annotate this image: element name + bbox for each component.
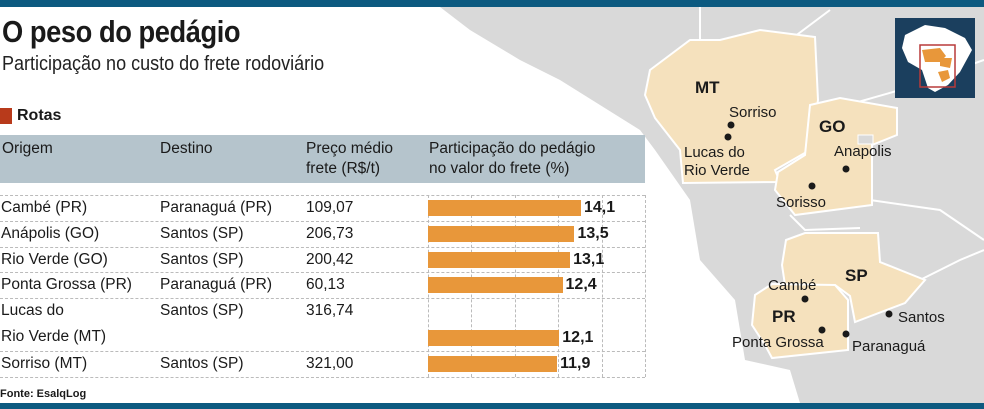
bar-value-label: 13,5 <box>577 225 609 242</box>
price-cell: 321,00 <box>306 355 354 372</box>
destination-cell: Santos (SP) <box>160 302 244 319</box>
bar-value-label: 14,1 <box>583 199 616 216</box>
city-sorriso: Sorriso <box>729 104 777 121</box>
section-marker-icon <box>0 108 12 124</box>
state-go <box>773 96 898 217</box>
table-row: Ponta Grossa (PR) Paranaguá (PR) 60,13 12,4 <box>0 273 645 299</box>
table-row: Anápolis (GO) Santos (SP) 206,73 13,5 <box>0 222 645 248</box>
destination-cell: Paranaguá (PR) <box>160 199 273 216</box>
state-pr <box>750 282 849 360</box>
subtitle: Participação no custo do frete rodoviári… <box>2 53 325 75</box>
bottom-rule <box>0 403 984 409</box>
table-row: Rio Verde (GO) Santos (SP) 200,42 13,1 <box>0 248 645 273</box>
state-label-mt: MT <box>695 78 720 97</box>
state-label-sp: SP <box>845 266 868 285</box>
price-cell: 316,74 <box>306 302 354 319</box>
source: Fonte: EsalqLog <box>0 388 87 400</box>
origin-cell: Lucas do Rio Verde (MT) <box>1 302 107 345</box>
origin-cell: Cambé (PR) <box>1 199 88 216</box>
origin-cell: Rio Verde (GO) <box>1 251 108 268</box>
table-row: Sorriso (MT) Santos (SP) 321,00 11,9 <box>0 352 645 378</box>
section-heading: Rotas <box>0 107 61 125</box>
price-cell: 109,07 <box>306 199 354 216</box>
destination-cell: Santos (SP) <box>160 251 244 268</box>
price-cell: 200,42 <box>306 251 354 268</box>
origin-cell: Sorriso (MT) <box>1 355 88 372</box>
state-sp <box>780 232 927 324</box>
bar <box>428 330 560 346</box>
bar <box>428 356 558 372</box>
origin-cell: Ponta Grossa (PR) <box>1 276 132 293</box>
city-paranagua: Paranaguá <box>852 338 926 355</box>
table-row: Cambé (PR) Paranaguá (PR) 109,07 14,1 <box>0 196 645 222</box>
bar-value-label: 11,9 <box>560 355 591 372</box>
table-row: Lucas do Rio Verde (MT) Santos (SP) 316,74… <box>0 299 645 352</box>
bar <box>428 277 563 293</box>
inset-map <box>895 18 975 98</box>
top-rule <box>0 0 984 7</box>
city-ponta-grossa: Ponta Grossa <box>732 334 824 351</box>
city-anapolis: Anapolis <box>834 143 892 160</box>
city-sorisso: Sorisso <box>776 194 826 211</box>
bar-value-label: 13,1 <box>573 251 605 268</box>
col-destino: Destino <box>160 140 213 157</box>
price-cell: 206,73 <box>306 225 354 242</box>
col-participacao: Participação do pedágio no valor do fret… <box>429 140 596 177</box>
bar <box>428 200 581 216</box>
col-preco: Preço médio frete (R$/t) <box>306 140 394 177</box>
bar-value-label: 12,1 <box>562 329 594 346</box>
page-title: O peso do pedágio <box>2 14 241 49</box>
col-origem: Origem <box>2 140 53 157</box>
svg-text:Rio Verde: Rio Verde <box>684 162 750 179</box>
gridline <box>601 195 603 377</box>
table-body: Cambé (PR) Paranaguá (PR) 109,07 14,1 Anápol… <box>0 195 645 378</box>
state-mt <box>643 28 820 185</box>
gridline <box>645 195 646 377</box>
state-label-pr: PR <box>772 307 796 326</box>
origin-cell: Anápolis (GO) <box>1 225 100 242</box>
city-cambe: Cambé <box>768 277 816 294</box>
state-label-go: GO <box>819 117 845 136</box>
bar <box>428 226 575 242</box>
destination-cell: Paranaguá (PR) <box>160 276 273 293</box>
city-lucas: Lucas do <box>684 144 745 161</box>
destination-cell: Santos (SP) <box>160 225 244 242</box>
table-header: Origem Destino Preço médio frete (R$/t) … <box>0 135 645 183</box>
bar <box>428 252 571 268</box>
city-santos: Santos <box>898 309 945 326</box>
destination-cell: Santos (SP) <box>160 355 244 372</box>
bar-value-label: 12,4 <box>565 276 597 293</box>
price-cell: 60,13 <box>306 276 345 293</box>
